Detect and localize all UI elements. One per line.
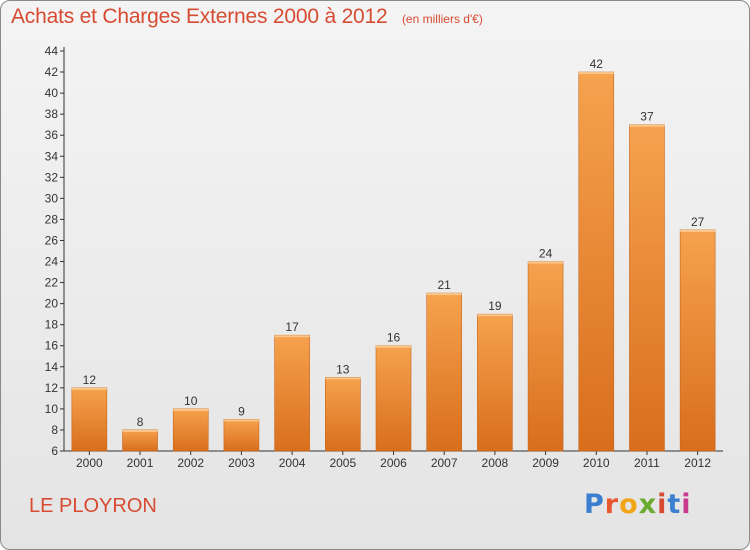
bar-highlight bbox=[376, 345, 411, 348]
logo-letter: i bbox=[657, 489, 668, 520]
bar-highlight bbox=[426, 293, 462, 296]
y-tick-label: 8 bbox=[51, 423, 58, 437]
bar-highlight bbox=[528, 261, 564, 264]
bar-2007 bbox=[426, 292, 462, 452]
bar-2012 bbox=[679, 229, 716, 452]
bar-highlight bbox=[274, 335, 310, 338]
data-label-2006: 16 bbox=[387, 331, 401, 345]
y-tick-label: 12 bbox=[45, 381, 59, 395]
bar-2004 bbox=[274, 334, 310, 452]
x-tick-label: 2003 bbox=[228, 456, 255, 470]
bar-2003 bbox=[223, 419, 260, 452]
chart-subtitle: (en milliers d'€) bbox=[401, 12, 483, 26]
y-tick-label: 40 bbox=[45, 86, 59, 100]
bar-2006 bbox=[375, 345, 412, 452]
x-tick-label: 2009 bbox=[532, 456, 559, 470]
bar-2005 bbox=[325, 377, 361, 452]
bar-2009 bbox=[527, 261, 564, 452]
data-label-2004: 17 bbox=[285, 320, 299, 334]
bar-highlight bbox=[173, 408, 209, 411]
data-label-2001: 8 bbox=[137, 415, 144, 429]
y-tick-label: 18 bbox=[45, 318, 59, 332]
bar-highlight bbox=[578, 72, 614, 75]
y-tick-label: 34 bbox=[45, 149, 59, 163]
x-tick-label: 2005 bbox=[329, 456, 356, 470]
y-tick-label: 16 bbox=[45, 339, 59, 353]
bar-2011 bbox=[629, 124, 665, 452]
data-label-2008: 19 bbox=[488, 299, 502, 313]
bar-2000 bbox=[71, 387, 108, 452]
logo-letter: r bbox=[604, 489, 620, 520]
commune-name: LE PLOYRON bbox=[29, 495, 157, 517]
data-label-2000: 12 bbox=[83, 373, 97, 387]
logo-letter: o bbox=[619, 489, 639, 520]
bar-highlight bbox=[122, 429, 158, 432]
logo-letter: i bbox=[681, 489, 692, 520]
x-tick-label: 2011 bbox=[634, 456, 660, 470]
x-tick-label: 2010 bbox=[583, 456, 610, 470]
data-label-2009: 24 bbox=[539, 247, 553, 261]
bar-2001 bbox=[122, 429, 158, 452]
y-tick-label: 30 bbox=[45, 191, 59, 205]
x-tick-label: 2002 bbox=[177, 456, 204, 470]
bar-highlight bbox=[71, 387, 107, 390]
logo-letter: x bbox=[638, 489, 658, 520]
data-label-2005: 13 bbox=[336, 362, 350, 376]
data-labels: 12 8 10 9 17 13 16 21 19 24 42 37 27 bbox=[83, 57, 705, 429]
y-tick-label: 22 bbox=[45, 276, 59, 290]
proxiti-logo: Proxiti bbox=[584, 489, 692, 520]
x-tick-label: 2004 bbox=[279, 456, 306, 470]
data-label-2011: 37 bbox=[640, 110, 654, 124]
y-tick-label: 20 bbox=[45, 297, 59, 311]
y-tick-label: 14 bbox=[45, 360, 59, 374]
data-label-2003: 9 bbox=[238, 404, 245, 418]
y-tick-label: 26 bbox=[45, 233, 59, 247]
y-tick-label: 44 bbox=[45, 44, 59, 58]
data-label-2007: 21 bbox=[438, 278, 452, 292]
y-tick-label: 42 bbox=[45, 65, 59, 79]
bar-2010 bbox=[578, 71, 615, 452]
x-tick-label: 2001 bbox=[127, 456, 154, 470]
x-tick-label: 2008 bbox=[482, 456, 509, 470]
y-tick-label: 10 bbox=[45, 402, 59, 416]
bar-highlight bbox=[325, 377, 361, 380]
logo-letter: P bbox=[584, 489, 605, 520]
x-tick-label: 2012 bbox=[684, 456, 711, 470]
bar-highlight bbox=[477, 314, 513, 317]
bar-highlight bbox=[223, 419, 259, 422]
bar-2002 bbox=[172, 408, 209, 452]
logo-letter: t bbox=[667, 489, 682, 520]
y-tick-label: 28 bbox=[45, 212, 59, 226]
y-tick-label: 32 bbox=[45, 170, 59, 184]
bars bbox=[71, 71, 716, 452]
chart-title: Achats et Charges Externes 2000 à 2012 bbox=[11, 5, 388, 28]
data-label-2012: 27 bbox=[691, 215, 705, 229]
data-label-2010: 42 bbox=[590, 57, 604, 71]
y-tick-label: 24 bbox=[45, 255, 59, 269]
y-tick-label: 6 bbox=[51, 444, 58, 458]
x-tick-label: 2006 bbox=[380, 456, 407, 470]
x-tick-label: 2000 bbox=[76, 456, 103, 470]
y-tick-label: 36 bbox=[45, 128, 59, 142]
x-tick-label: 2007 bbox=[431, 456, 458, 470]
bar-highlight bbox=[629, 124, 665, 127]
bar-highlight bbox=[680, 229, 716, 232]
bar-2008 bbox=[477, 313, 513, 452]
chart-title-row: Achats et Charges Externes 2000 à 2012 (… bbox=[11, 5, 483, 29]
data-label-2002: 10 bbox=[184, 394, 198, 408]
y-tick-label: 38 bbox=[45, 107, 59, 121]
